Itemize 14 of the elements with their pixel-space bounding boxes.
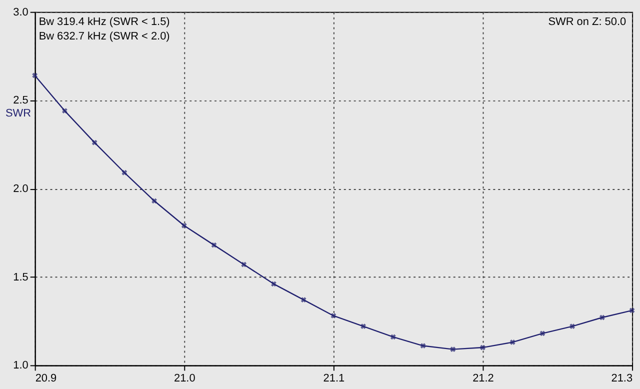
annotation: Bw 632.7 kHz (SWR < 2.0) — [38, 30, 170, 43]
annotation: SWR on Z: 50.0 — [548, 16, 626, 28]
y-tick-label: 1.5 — [13, 271, 28, 284]
y-tick-label: 1.0 — [13, 360, 28, 372]
x-tick-label: 20.9 — [35, 372, 57, 385]
annotation: Bw 319.4 kHz (SWR < 1.5) — [38, 16, 170, 28]
x-tick-label: 21.3 — [611, 372, 633, 385]
x-tick-label: 21.1 — [323, 372, 345, 385]
y-tick-label: 3.0 — [13, 6, 28, 18]
y-tick-label: 2.5 — [13, 94, 28, 107]
x-tick-label: 21.2 — [472, 372, 494, 385]
y-tick-label: 2.0 — [13, 183, 28, 196]
x-tick-label: 21.0 — [174, 372, 196, 385]
y-axis-title: SWR — [5, 107, 32, 120]
